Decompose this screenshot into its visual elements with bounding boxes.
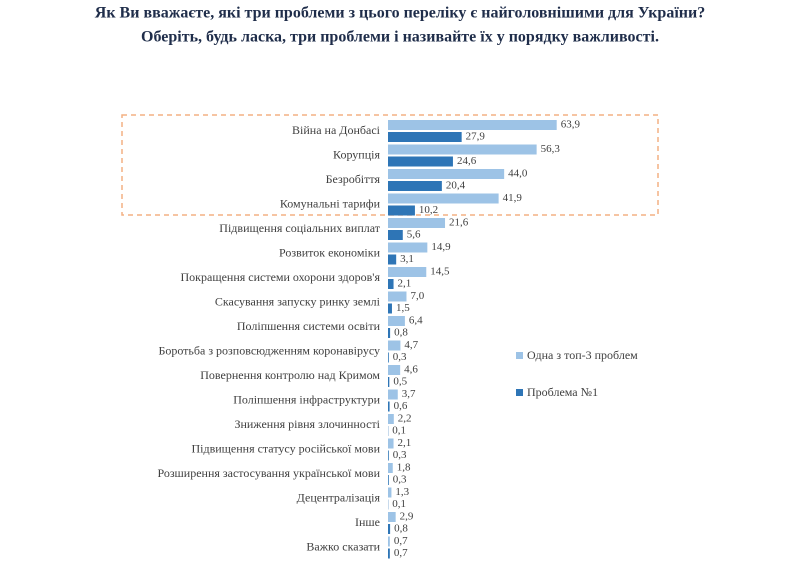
- category-label: Зниження рівня злочинності: [234, 417, 380, 431]
- bar: [388, 291, 407, 302]
- chart-title: Як Ви вважаєте, які три проблеми з цього…: [95, 5, 705, 22]
- bar: [388, 328, 391, 338]
- value-label: 0,8: [394, 523, 408, 535]
- value-label: 1,5: [396, 302, 410, 314]
- value-label: 0,3: [393, 474, 407, 486]
- bar: [388, 512, 396, 522]
- category-label: Повернення контролю над Кримом: [200, 368, 380, 382]
- value-label: 7,0: [410, 290, 424, 302]
- value-label: 0,1: [392, 498, 406, 510]
- value-label: 0,8: [394, 327, 408, 339]
- bar: [388, 279, 394, 289]
- bar: [388, 536, 390, 547]
- category-label: Скасування запуску ринку землі: [215, 294, 381, 308]
- bar: [388, 438, 394, 449]
- bar: [388, 303, 392, 314]
- value-label: 2,2: [398, 413, 412, 425]
- bar: [388, 193, 499, 204]
- value-label: 21,6: [449, 217, 469, 229]
- value-label: 14,5: [430, 266, 450, 278]
- value-label: 0,6: [394, 400, 408, 412]
- legend-label: Одна з топ-3 проблем: [527, 348, 638, 362]
- category-label: Поліпшення системи освіти: [237, 319, 381, 333]
- category-label: Боротьба з розповсюдженням коронавірусу: [158, 343, 380, 357]
- category-label: Розвиток економіки: [279, 245, 381, 259]
- legend-swatch: [516, 389, 523, 396]
- bar: [388, 450, 389, 461]
- bar: [388, 132, 462, 142]
- value-label: 24,6: [457, 155, 477, 167]
- value-label: 27,9: [466, 131, 486, 143]
- value-label: 14,9: [431, 241, 451, 253]
- value-label: 3,1: [400, 253, 414, 265]
- bar: [388, 401, 390, 412]
- bar: [388, 169, 505, 179]
- value-label: 20,4: [446, 180, 466, 192]
- value-label: 0,7: [394, 535, 408, 547]
- bar: [388, 352, 389, 363]
- category-label: Розширення застосування української мови: [157, 466, 380, 480]
- bar: [388, 254, 397, 265]
- bar: [388, 487, 392, 498]
- value-label: 3,7: [402, 388, 416, 400]
- category-label: Підвищення статусу російської мови: [191, 441, 380, 455]
- bar: [388, 181, 442, 191]
- value-label: 0,7: [394, 547, 408, 559]
- value-label: 0,1: [392, 425, 406, 437]
- bar: [388, 377, 390, 387]
- value-label: 0,3: [393, 449, 407, 461]
- value-label: 2,1: [398, 437, 412, 449]
- bar: [388, 144, 537, 155]
- category-label: Війна на Донбасі: [292, 123, 381, 137]
- bar: [388, 156, 453, 167]
- value-label: 10,2: [419, 204, 438, 216]
- category-label: Інше: [355, 515, 380, 529]
- category-label: Безробіття: [326, 172, 381, 186]
- value-label: 2,1: [398, 278, 412, 290]
- bar: [388, 230, 403, 240]
- value-label: 4,6: [404, 364, 418, 376]
- bar: [388, 389, 398, 400]
- value-label: 63,9: [561, 119, 581, 131]
- value-label: 4,7: [404, 339, 418, 351]
- legend-label: Проблема №1: [527, 385, 598, 399]
- category-label: Підвищення соціальних виплат: [219, 221, 380, 235]
- value-label: 1,8: [397, 462, 411, 474]
- bar: [388, 267, 427, 277]
- legend-swatch: [516, 352, 523, 359]
- bar: [388, 205, 415, 216]
- category-label: Комунальні тарифи: [280, 196, 381, 210]
- category-label: Покращення системи охорони здоров'я: [181, 270, 381, 284]
- category-label: Децентралізація: [297, 490, 381, 504]
- bar: [388, 548, 390, 559]
- bar: [388, 414, 394, 424]
- value-label: 41,9: [503, 192, 523, 204]
- category-label: Корупція: [333, 147, 380, 161]
- bar: [388, 340, 401, 351]
- value-label: 2,9: [400, 511, 414, 523]
- bar: [388, 218, 446, 228]
- bar: [388, 120, 557, 130]
- value-label: 0,5: [393, 376, 407, 388]
- chart-subtitle: Оберіть, будь ласка, три проблеми і нази…: [141, 29, 659, 46]
- value-label: 1,3: [395, 486, 409, 498]
- bar: [388, 316, 405, 326]
- bar: [388, 475, 389, 485]
- category-label: Поліпшення інфраструктури: [233, 392, 380, 406]
- bar: [388, 463, 393, 473]
- category-label: Важко сказати: [306, 539, 380, 553]
- bar: [388, 242, 428, 253]
- value-label: 56,3: [541, 143, 561, 155]
- value-label: 5,6: [407, 229, 421, 241]
- bar: [388, 524, 391, 534]
- value-label: 0,3: [393, 351, 407, 363]
- value-label: 6,4: [409, 315, 423, 327]
- value-label: 44,0: [508, 168, 528, 180]
- bar: [388, 365, 401, 375]
